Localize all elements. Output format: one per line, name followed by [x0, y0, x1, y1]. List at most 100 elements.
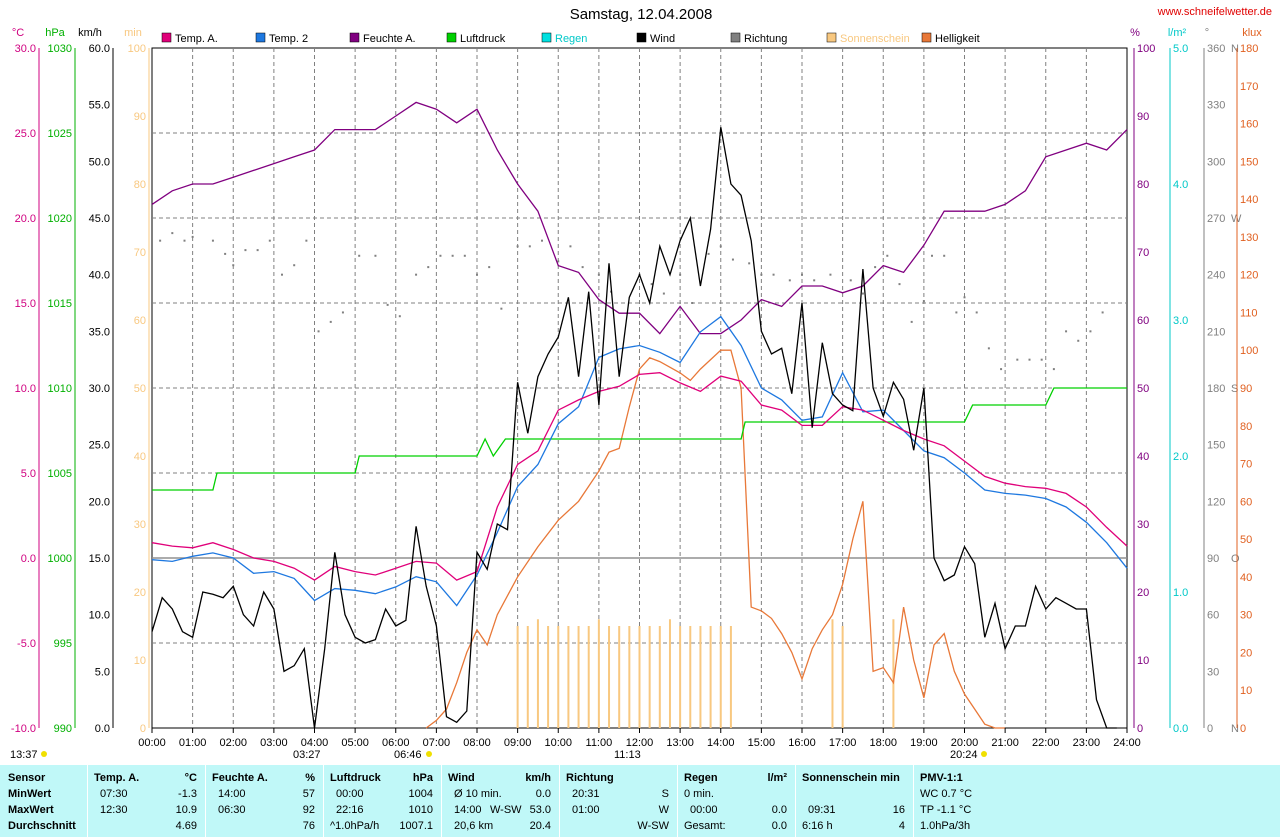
x-tick-label: 10:00: [544, 737, 572, 749]
pmv-title: PMV-1:1: [920, 772, 963, 784]
axis-tick-label: 90: [1207, 553, 1219, 565]
direction-dot: [788, 279, 791, 282]
axis-tick-label: 60: [134, 315, 146, 327]
rain-total-label: Gesamt:: [684, 820, 726, 832]
pressure-min-time: 00:00: [336, 788, 364, 800]
direction-dot: [159, 239, 162, 242]
direction-dot: [211, 239, 214, 242]
rain-unit: l/m²: [767, 772, 787, 784]
axis-tick-label: 60.0: [89, 43, 110, 55]
direction-dot: [386, 303, 389, 306]
direction-dot: [293, 264, 296, 267]
direction-dot: [987, 347, 990, 350]
direction-dot: [569, 245, 572, 248]
wind-max-value: 53.0: [529, 804, 551, 816]
direction-dot: [268, 239, 271, 242]
series-line: [151, 101, 1128, 335]
right-axis: % 0 10 20 30 40 50 60 70 80 90 100: [1130, 27, 1155, 735]
legend-swatch: [161, 32, 172, 43]
sunrise-icon: [426, 751, 432, 757]
direction-dot: [528, 245, 531, 248]
x-tick-label: 01:00: [179, 737, 207, 749]
series-line: [425, 349, 1006, 729]
axis-tick-label: 3.0: [1173, 315, 1188, 327]
row-label-max: MaxWert: [8, 804, 54, 816]
direction-dot: [1028, 358, 1031, 361]
direction-max-time: 01:00: [572, 804, 600, 816]
legend-label: Sonnenschein: [840, 33, 910, 45]
series-layer: [151, 101, 1128, 729]
moon-rise-icon: [981, 751, 987, 757]
x-tick-label: 24:00: [1113, 737, 1141, 749]
legend-swatch: [349, 32, 360, 43]
right-axis: klux 0 10 20 30 40 50 60 70 80 90 100 110 120 130 140 15…: [1236, 27, 1262, 735]
stats-col-labels: Sensor MinWert MaxWert Durchschnitt: [0, 765, 88, 837]
direction-dot: [1101, 311, 1104, 314]
row-label-avg: Durchschnitt: [8, 820, 76, 832]
axis-tick-label: 90: [1240, 383, 1252, 395]
direction-dot: [374, 254, 377, 257]
temp-max-value: 10.9: [175, 804, 197, 816]
humidity-max-value: 92: [302, 804, 315, 816]
x-tick-label: 15:00: [748, 737, 776, 749]
axis-tick-label: 30: [1240, 610, 1252, 622]
rain-min-label: 0 min.: [684, 788, 714, 800]
rain-max-value: 0.0: [771, 804, 787, 816]
direction-min-time: 20:31: [572, 788, 600, 800]
direction-dot: [955, 311, 958, 314]
wind-min-value: 0.0: [535, 788, 551, 800]
axis-tick-label: 5.0: [1173, 43, 1188, 55]
legend-item: Sonnenschein: [826, 32, 910, 45]
wind-max-time: 14:00: [454, 804, 482, 816]
direction-dot: [597, 273, 600, 276]
direction-dot: [183, 239, 186, 242]
axis-tick-label: 180: [1240, 43, 1258, 55]
sunshine-avg-value: 4: [898, 820, 905, 832]
legend-item: Temp. 2: [255, 32, 308, 45]
pressure-avg-value: 1007.1: [399, 820, 433, 832]
sunshine-title: Sonnenschein min: [802, 772, 900, 784]
direction-dot: [679, 273, 682, 276]
direction-avg-value: W-SW: [637, 820, 669, 832]
direction-dot: [415, 273, 418, 276]
wind-distance: 20,6 km: [454, 820, 494, 832]
legend-swatch: [826, 32, 837, 43]
axis-tick-label: 20: [1137, 587, 1149, 599]
axis-tick-label: 50: [1240, 534, 1252, 546]
x-tick-label: 16:00: [788, 737, 816, 749]
axis-tick-label: 60: [1240, 496, 1252, 508]
axis-tick-label: 995: [54, 638, 72, 650]
direction-dot: [662, 292, 665, 295]
stats-col-direction: Richtung 20:31 S 01:00 W W-SW: [560, 765, 678, 837]
legend-swatch: [921, 32, 932, 43]
axis-tick-label: 20.0: [15, 213, 36, 225]
direction-dot: [541, 239, 543, 242]
axis-tick-label: 40.0: [89, 270, 110, 282]
direction-dot: [898, 283, 901, 286]
axis-tick-label: 25.0: [89, 440, 110, 452]
direction-dot: [910, 320, 913, 323]
pressure-trend: ^1.0hPa/h: [330, 820, 380, 832]
direction-min-value: S: [661, 788, 669, 800]
axis-tick-label: 40: [1240, 572, 1252, 584]
direction-dot: [427, 266, 430, 269]
direction-dot: [748, 262, 751, 265]
axis-tick-label: 70: [1137, 247, 1149, 259]
wind-avg-value: 20.4: [529, 820, 551, 832]
direction-dot: [581, 266, 584, 269]
axis-tick-label: 1030: [48, 43, 72, 55]
axis-tick-label: 60: [1207, 610, 1219, 622]
direction-dot: [1016, 358, 1019, 361]
humidity-max-time: 06:30: [218, 804, 246, 816]
axis-tick-label: -10.0: [11, 723, 36, 735]
axis-tick-label: 25.0: [15, 128, 36, 140]
axis-tick-label: 20: [1240, 647, 1252, 659]
direction-dot: [341, 311, 344, 314]
direction-title: Richtung: [566, 772, 614, 784]
direction-dot: [801, 273, 803, 276]
direction-dot: [516, 245, 519, 248]
x-tick-label: 13:00: [666, 737, 694, 749]
legend-label: Regen: [555, 33, 587, 45]
axis-tick-label: 990: [54, 723, 72, 735]
